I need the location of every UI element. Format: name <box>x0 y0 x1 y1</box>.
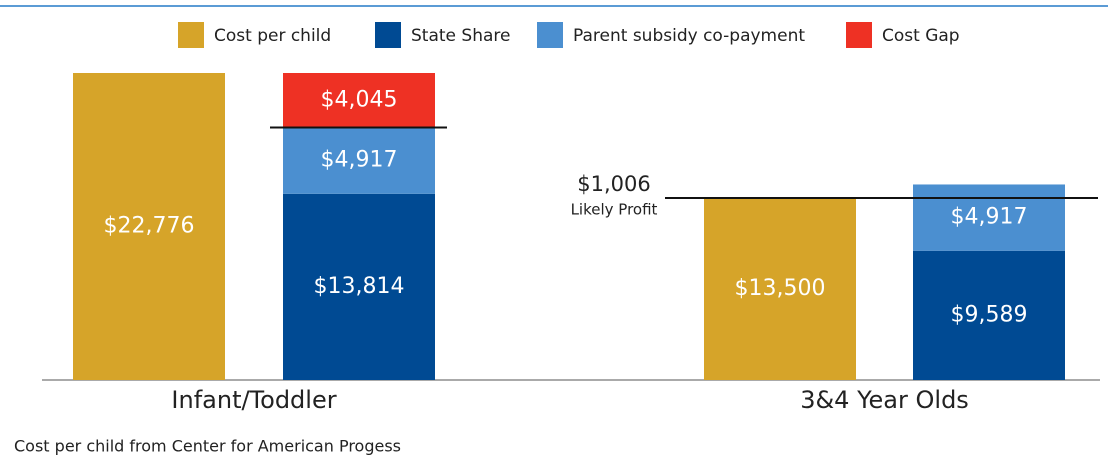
x-tick-label: 3&4 Year Olds <box>800 386 969 414</box>
bar-segment <box>704 198 856 380</box>
legend-label: Cost per child <box>214 26 331 46</box>
bar-segment <box>283 127 435 194</box>
legend-swatch <box>846 22 872 48</box>
legend-label: Cost Gap <box>882 26 960 46</box>
legend-swatch <box>375 22 401 48</box>
x-tick-label: Infant/Toddler <box>171 386 336 414</box>
bar-segment <box>913 184 1065 251</box>
source-note: Cost per child from Center for American … <box>14 437 401 456</box>
annotation-value: $1,006 <box>577 172 650 196</box>
value-label: $13,500 <box>735 276 826 301</box>
bar-segment <box>73 73 225 380</box>
value-label: $4,045 <box>321 87 398 112</box>
value-label: $4,917 <box>321 148 398 173</box>
value-label: $13,814 <box>314 274 405 299</box>
value-label: $22,776 <box>104 214 195 239</box>
legend-label: Parent subsidy co-payment <box>573 26 805 46</box>
value-label: $4,917 <box>951 205 1028 230</box>
legend-label: State Share <box>411 26 510 46</box>
value-label: $9,589 <box>951 302 1028 327</box>
bar-segment <box>913 250 1065 380</box>
bar-segment <box>283 73 435 128</box>
legend-swatch <box>537 22 563 48</box>
annotation-text: Likely Profit <box>571 201 658 219</box>
bar-segment <box>283 193 435 380</box>
legend-swatch <box>178 22 204 48</box>
